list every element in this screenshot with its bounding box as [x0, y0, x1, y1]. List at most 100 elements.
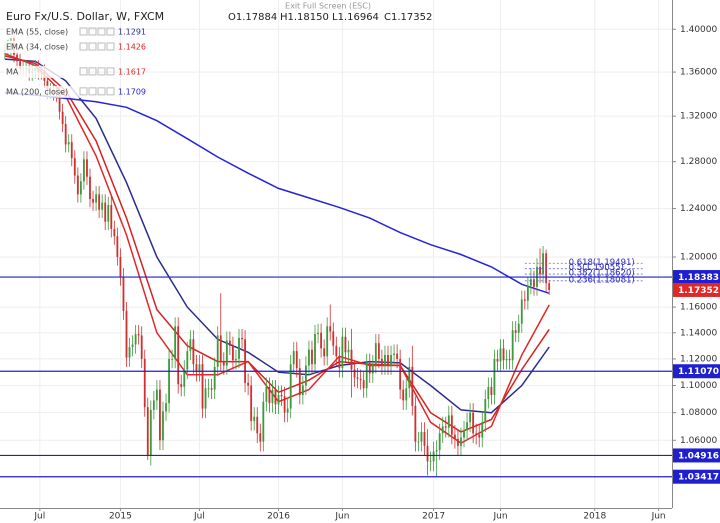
- candle-body: [235, 358, 237, 361]
- candle-body: [253, 416, 256, 421]
- candle-body: [104, 202, 107, 222]
- candle-body: [493, 358, 496, 395]
- candle-body: [143, 358, 146, 408]
- candle-body: [298, 368, 301, 395]
- candle-body: [326, 326, 329, 357]
- candle-body: [177, 326, 180, 385]
- candle-body: [526, 285, 529, 301]
- candle-body: [295, 351, 298, 369]
- candle-body: [271, 389, 274, 404]
- candle-body: [137, 334, 140, 336]
- candle-body: [320, 332, 323, 349]
- candle-body: [402, 389, 405, 401]
- legend-bg: [4, 85, 88, 98]
- price-tag-label: 1.04916: [678, 451, 719, 461]
- x-tick-label: 2018: [583, 512, 606, 522]
- candle-body: [520, 299, 523, 324]
- ohlc-label: C1.17352: [384, 12, 432, 23]
- price-tag-label: 1.18383: [678, 273, 719, 283]
- fib-label: 0.382(1.18620): [569, 269, 635, 279]
- candle-body: [67, 142, 70, 145]
- price-tag-label: 1.03417: [678, 473, 719, 483]
- candle-body: [198, 364, 201, 373]
- candle-body: [180, 384, 183, 387]
- fib-label: 0.5(1.19055): [569, 263, 624, 273]
- price-tag: [673, 364, 720, 379]
- legend-icon: [106, 87, 115, 96]
- candle-body: [128, 347, 131, 358]
- candle-body: [496, 358, 499, 362]
- legend-icon: [79, 42, 88, 51]
- candle-body: [304, 365, 307, 386]
- candle-body: [86, 159, 88, 177]
- candle-body: [192, 339, 195, 365]
- candle-body: [286, 408, 289, 413]
- toolbar-text[interactable]: Exit Full Screen (ESC): [285, 2, 371, 11]
- candle-body: [289, 364, 292, 409]
- x-tick-label: Jun: [334, 512, 349, 522]
- candle-body: [222, 361, 225, 366]
- legend-icon: [97, 87, 106, 96]
- legend-icon: [79, 87, 88, 96]
- legend-icon: [79, 27, 88, 36]
- candle-body: [16, 54, 18, 62]
- candle-body: [478, 434, 481, 438]
- legend-icon: [106, 67, 115, 76]
- candle-body: [539, 266, 541, 275]
- candle-body: [505, 358, 508, 361]
- legend-name: MA: [6, 67, 19, 76]
- candle-body: [533, 279, 535, 287]
- candle-body: [393, 353, 395, 355]
- candle-body: [146, 407, 149, 456]
- candle-body: [508, 358, 511, 361]
- price-tag: [673, 282, 720, 297]
- candle-body: [125, 310, 128, 358]
- candle-body: [545, 253, 548, 284]
- candle-body: [204, 388, 207, 409]
- candle-body: [247, 382, 250, 386]
- candle-body: [228, 340, 231, 346]
- candle-body: [58, 93, 61, 112]
- candle-body: [98, 194, 101, 210]
- y-tick-label: 1.24000: [680, 204, 717, 214]
- candle-body: [466, 422, 468, 431]
- candle-body: [64, 124, 67, 145]
- candle-body: [250, 385, 253, 421]
- candle-body: [274, 389, 277, 405]
- candle-body: [481, 422, 484, 438]
- candle-body: [444, 426, 447, 428]
- candle-body: [542, 253, 544, 275]
- candle-body: [332, 331, 335, 346]
- candle-body: [301, 385, 304, 395]
- candle-body: [347, 349, 350, 353]
- candle-body: [259, 433, 262, 442]
- candle-body: [411, 366, 414, 406]
- candle-body: [438, 433, 441, 451]
- candle-body: [502, 348, 505, 361]
- candle-body: [207, 388, 210, 390]
- candle-body: [162, 411, 164, 441]
- candle-body: [262, 401, 265, 442]
- candle-body: [268, 386, 271, 404]
- legend-icon: [97, 67, 106, 76]
- price-tag-label: 1.11070: [678, 367, 719, 377]
- candle-body: [487, 386, 490, 400]
- candle-body: [484, 399, 487, 423]
- legend: Euro Fx/U.S. Dollar, W, FXCM O1.17884 H1.…: [4, 10, 432, 98]
- price-tag-label: 1.17352: [678, 286, 719, 296]
- indicator-line: [4, 58, 550, 414]
- candle-body: [107, 204, 110, 222]
- candle-body: [61, 111, 64, 125]
- candle-body: [420, 431, 423, 442]
- legend-icon: [97, 42, 106, 51]
- candle-body: [426, 445, 429, 462]
- candle-body: [548, 283, 551, 290]
- candle-body: [417, 441, 420, 443]
- candle-body: [475, 433, 478, 435]
- y-tick-label: 1.14000: [680, 328, 717, 338]
- candle-body: [362, 380, 365, 389]
- candle-body: [110, 204, 113, 229]
- legend-icon: [97, 27, 106, 36]
- candles: [3, 30, 551, 477]
